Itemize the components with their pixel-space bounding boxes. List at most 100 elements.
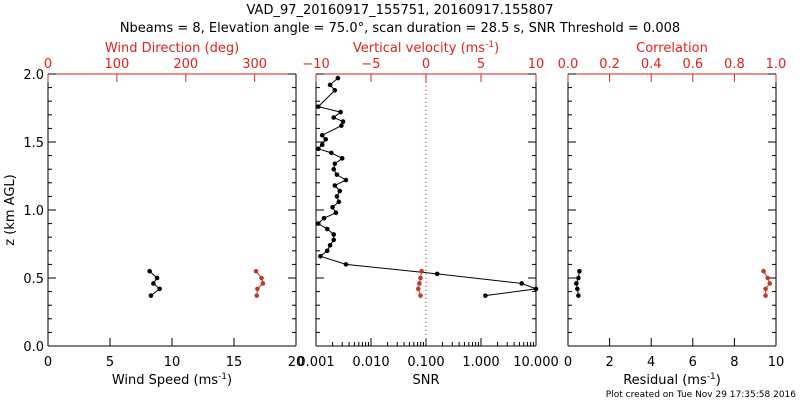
data-point-bottom: [332, 88, 338, 93]
data-point-bottom: [519, 281, 525, 286]
data-point-bottom: [338, 109, 343, 115]
data-point-top: [767, 281, 773, 286]
x-bottom-tick-label: 10: [768, 355, 785, 370]
data-point-bottom: [157, 286, 162, 292]
x-bottom-tick-label: 20: [288, 355, 305, 370]
x-top-axis-label: Vertical velocity (ms-1): [353, 40, 499, 56]
data-point-bottom: [533, 286, 539, 292]
data-point-bottom: [327, 82, 333, 88]
data-point-bottom: [330, 204, 335, 210]
series-line-bottom: [317, 77, 537, 297]
x-bottom-tick-label: 15: [226, 355, 243, 370]
data-point-bottom: [315, 221, 321, 226]
x-bottom-tick-label: 0.010: [352, 355, 389, 370]
panel-right: 0 2 4 6 8 10 Residual (ms-1) 0.0 0.2 0.4 0.6 0.8 1.0…: [558, 41, 787, 388]
data-point-bottom: [319, 142, 325, 148]
data-point-bottom: [331, 232, 337, 237]
x-top-tick-label: 0: [44, 57, 52, 72]
data-point-bottom: [319, 132, 325, 138]
x-bottom-tick-label: 0: [564, 355, 572, 370]
data-point-top: [418, 293, 423, 298]
data-point-bottom: [332, 161, 338, 167]
data-point-bottom: [577, 268, 582, 274]
x-top-tick-label: 0.0: [558, 57, 579, 72]
data-point-top: [416, 286, 421, 292]
data-point-top: [765, 275, 770, 281]
data-point-bottom: [324, 248, 330, 254]
data-point-bottom: [323, 136, 328, 142]
x-top-tick-label: 10: [528, 57, 545, 72]
data-point-top: [259, 275, 264, 281]
data-point-top: [260, 281, 266, 286]
x-top-tick-label: −10: [302, 57, 329, 72]
figure-title-line-2: Nbeams = 8, Elevation angle = 75.0°, sca…: [120, 21, 680, 36]
data-point-bottom: [340, 119, 346, 124]
x-bottom-tick-label: 10: [164, 355, 181, 370]
data-point-bottom: [154, 275, 160, 281]
data-point-bottom: [576, 275, 581, 281]
x-bottom-tick-label: 0.001: [297, 355, 334, 370]
x-bottom-tick-label: 2: [605, 355, 613, 370]
x-bottom-tick-label: 0.100: [407, 355, 444, 370]
data-point-bottom: [576, 293, 581, 298]
x-top-tick-label: 0: [422, 57, 430, 72]
x-bottom-tick-label: 8: [730, 355, 738, 370]
panel-middle: 0.001 0.010 0.100 1.000 10.000 SNR −10 −5 0 5 10 Ve…: [297, 40, 558, 388]
y-tick-label: 1.5: [23, 136, 44, 151]
y-tick-label: 0.5: [23, 272, 44, 287]
data-point-top: [255, 286, 260, 292]
x-top-tick-label: 0.2: [599, 57, 620, 72]
figure-title-line-1: VAD_97_20160917_155751, 20160917.155807: [247, 3, 554, 18]
data-point-bottom: [336, 199, 342, 205]
y-tick-label: 0.0: [23, 340, 44, 355]
x-bottom-axis-label: Residual (ms-1): [623, 372, 721, 388]
data-point-bottom: [315, 104, 321, 109]
data-point-top: [763, 286, 768, 292]
data-point-bottom: [343, 177, 349, 183]
data-point-top: [763, 293, 768, 298]
data-point-bottom: [331, 166, 337, 172]
y-tick-label: 1.0: [23, 204, 44, 219]
data-point-bottom: [575, 286, 580, 292]
data-point-top: [417, 281, 422, 286]
data-point-bottom: [321, 215, 327, 221]
x-top-tick-label: 300: [242, 57, 267, 72]
y-tick-label: 2.0: [23, 68, 44, 83]
x-bottom-tick-label: 0: [44, 355, 52, 370]
data-point-bottom: [327, 243, 333, 248]
x-top-axis-label: Correlation: [636, 41, 708, 56]
data-point-bottom: [339, 156, 345, 161]
data-point-top: [419, 268, 424, 274]
data-point-top: [253, 268, 259, 274]
x-top-tick-label: 5: [477, 57, 485, 72]
data-point-bottom: [318, 253, 323, 259]
data-point-top: [418, 275, 423, 281]
data-point-bottom: [148, 293, 154, 298]
data-point-bottom: [343, 262, 349, 267]
x-bottom-axis-label: SNR: [412, 373, 439, 388]
data-point-bottom: [483, 293, 488, 298]
data-point-bottom: [574, 281, 579, 286]
plot-created-footer: Plot created on Tue Nov 29 17:35:58 2016: [606, 390, 796, 400]
data-point-bottom: [151, 281, 156, 286]
data-point-bottom: [335, 75, 341, 81]
data-point-top: [761, 268, 766, 274]
data-point-bottom: [331, 237, 337, 243]
data-point-bottom: [333, 210, 339, 216]
x-bottom-tick-label: 5: [106, 355, 114, 370]
x-top-tick-label: 200: [173, 57, 198, 72]
data-point-top: [254, 293, 260, 298]
data-point-bottom: [329, 150, 334, 156]
data-point-bottom: [332, 183, 338, 188]
data-point-bottom: [434, 271, 440, 277]
x-bottom-tick-label: 10.000: [513, 355, 559, 370]
data-point-bottom: [334, 172, 340, 177]
x-top-tick-label: 1.0: [766, 57, 787, 72]
x-bottom-tick-label: 1.000: [462, 355, 499, 370]
x-top-tick-label: 0.4: [641, 57, 662, 72]
data-point-bottom: [331, 115, 337, 120]
data-point-bottom: [315, 146, 321, 152]
data-point-bottom: [339, 123, 344, 128]
